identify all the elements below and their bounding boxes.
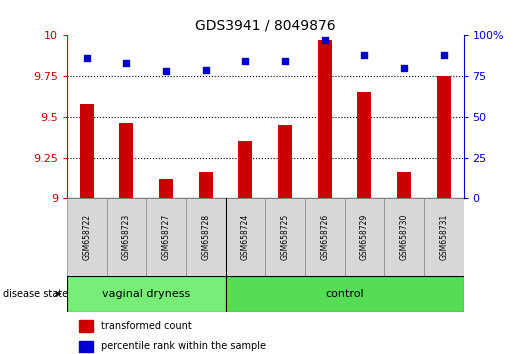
Text: GSM658730: GSM658730 xyxy=(400,214,408,261)
Text: GSM658724: GSM658724 xyxy=(241,214,250,260)
Bar xyxy=(384,198,424,276)
Point xyxy=(360,52,369,58)
Bar xyxy=(424,198,464,276)
Text: control: control xyxy=(325,289,364,299)
Text: GSM658728: GSM658728 xyxy=(201,214,210,260)
Bar xyxy=(67,276,226,312)
Text: vaginal dryness: vaginal dryness xyxy=(102,289,191,299)
Point xyxy=(281,59,289,64)
Bar xyxy=(345,198,384,276)
Bar xyxy=(119,123,133,198)
Bar xyxy=(79,341,93,352)
Bar xyxy=(278,125,292,198)
Bar xyxy=(238,141,252,198)
Text: GSM658727: GSM658727 xyxy=(162,214,170,260)
Bar xyxy=(318,40,332,198)
Text: transformed count: transformed count xyxy=(100,321,192,331)
Point xyxy=(320,38,329,43)
Point xyxy=(82,55,91,61)
Text: GSM658722: GSM658722 xyxy=(82,214,91,260)
Text: disease state: disease state xyxy=(3,289,67,299)
Bar xyxy=(186,198,226,276)
Bar xyxy=(107,198,146,276)
Bar xyxy=(226,276,464,312)
Text: percentile rank within the sample: percentile rank within the sample xyxy=(100,342,266,352)
Text: GSM658723: GSM658723 xyxy=(122,214,131,260)
Bar xyxy=(226,198,265,276)
Text: GSM658725: GSM658725 xyxy=(281,214,289,260)
Bar xyxy=(79,320,93,332)
Bar xyxy=(80,104,94,198)
Text: GSM658731: GSM658731 xyxy=(439,214,448,260)
Bar xyxy=(199,172,213,198)
Bar xyxy=(67,198,107,276)
Point xyxy=(202,67,210,73)
Bar xyxy=(305,198,345,276)
Bar xyxy=(437,76,451,198)
Point xyxy=(440,52,448,58)
Bar xyxy=(159,179,173,198)
Bar xyxy=(357,92,371,198)
Text: GSM658729: GSM658729 xyxy=(360,214,369,260)
Point xyxy=(241,59,249,64)
Bar xyxy=(146,198,186,276)
Text: GSM658726: GSM658726 xyxy=(320,214,329,260)
Point xyxy=(162,68,170,74)
Point xyxy=(123,60,131,66)
Title: GDS3941 / 8049876: GDS3941 / 8049876 xyxy=(195,19,336,33)
Bar xyxy=(265,198,305,276)
Bar xyxy=(397,172,411,198)
Point xyxy=(400,65,408,71)
